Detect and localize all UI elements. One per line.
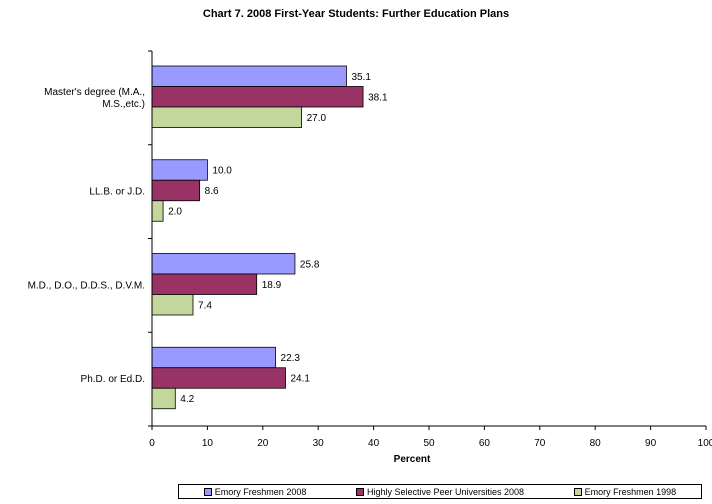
data-label-2-1: 2.0 <box>168 207 182 218</box>
chart-legend: Emory Freshmen 2008 Highly Selective Peer… <box>178 484 702 499</box>
legend-swatch-0 <box>203 487 212 496</box>
legend-label-0: Emory Freshmen 2008 <box>214 486 307 497</box>
x-tick-label-10: 100 <box>698 438 712 449</box>
bar-2-2 <box>151 294 194 316</box>
x-tick-label-2: 20 <box>257 438 269 449</box>
chart-title: Chart 7. 2008 First-Year Students: Furth… <box>202 8 510 20</box>
bar-2-1 <box>151 200 164 222</box>
legend-label-2: Emory Freshmen 1998 <box>584 486 677 497</box>
data-label-2-3: 4.2 <box>180 394 194 405</box>
bar-0-3 <box>151 346 276 369</box>
bar-2-0 <box>151 106 302 128</box>
legend-label-1: Highly Selective Peer Universities 2008 <box>366 486 525 497</box>
x-tick-label-5: 50 <box>423 438 435 449</box>
data-label-0-3: 22.3 <box>281 353 301 364</box>
data-label-1-2: 18.9 <box>262 280 282 291</box>
bar-0-1 <box>151 159 208 181</box>
legend-swatch-2 <box>573 487 582 496</box>
legend-item-2: Emory Freshmen 1998 <box>573 486 677 497</box>
data-label-1-1: 8.6 <box>205 186 219 197</box>
legend-swatch-1 <box>355 487 364 496</box>
category-label-0-line0: Master's degree (M.A., <box>44 87 145 98</box>
data-label-2-0: 27.0 <box>307 113 327 124</box>
bar-0-2 <box>151 253 296 275</box>
x-tick-label-7: 70 <box>534 438 546 449</box>
x-tick-label-6: 60 <box>479 438 491 449</box>
data-label-2-2: 7.4 <box>198 300 212 311</box>
x-tick-label-8: 80 <box>590 438 602 449</box>
bar-0-0 <box>151 65 347 87</box>
bar-1-0 <box>151 86 364 108</box>
legend-item-1: Highly Selective Peer Universities 2008 <box>355 486 525 497</box>
bar-1-2 <box>151 273 258 295</box>
x-axis-title: Percent <box>394 454 431 465</box>
data-label-0-1: 10.0 <box>212 166 232 177</box>
legend-item-0: Emory Freshmen 2008 <box>203 486 307 497</box>
bar-1-1 <box>151 179 201 202</box>
category-label-2: M.D., D.O., D.D.S., D.V.M. <box>28 280 145 291</box>
data-label-0-2: 25.8 <box>300 259 320 270</box>
data-label-1-3: 24.1 <box>291 374 311 385</box>
data-label-0-0: 35.1 <box>351 72 371 83</box>
x-tick-label-3: 30 <box>313 438 325 449</box>
bar-1-3 <box>151 367 286 389</box>
data-label-1-0: 38.1 <box>368 92 388 103</box>
category-label-3: Ph.D. or Ed.D. <box>81 374 145 385</box>
x-tick-label-1: 10 <box>202 438 214 449</box>
x-tick-label-0: 0 <box>149 438 155 449</box>
category-label-1: LL.B. or J.D. <box>89 187 145 198</box>
x-tick-label-9: 90 <box>645 438 657 449</box>
bar-2-3 <box>151 387 176 410</box>
category-label-0-line1: M.S.,etc.) <box>102 99 145 110</box>
x-tick-label-4: 40 <box>368 438 380 449</box>
